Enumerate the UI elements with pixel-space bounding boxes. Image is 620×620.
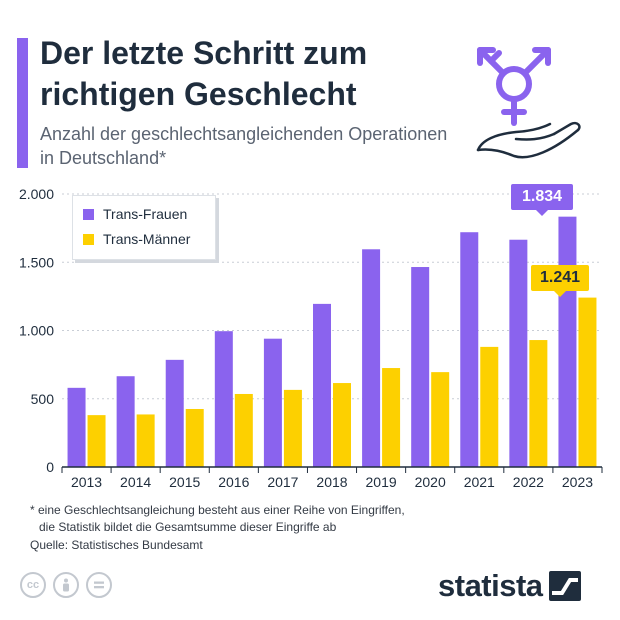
bar-trans-maenner-2019 [382,368,401,467]
bars [67,216,597,467]
y-axis-ticks: 0 500 1.000 1.500 2.000 [19,186,54,475]
legend-label-trans-frauen: Trans-Frauen [103,206,188,222]
bar-trans-frauen-2023 [558,216,577,467]
y-tick-label: 0 [46,459,54,475]
legend-swatch-trans-maenner [83,233,94,245]
attribution-icon[interactable] [53,572,79,598]
title-accent-bar [17,38,28,168]
bar-trans-maenner-2013 [87,415,106,467]
bar-trans-maenner-2023 [578,297,597,467]
footnote: * eine Geschlechtsangleichung besteht au… [30,502,490,536]
bar-trans-frauen-2022 [509,239,528,467]
x-tick-label: 2021 [464,474,495,490]
brand-wordmark: statista [438,568,543,603]
y-tick-label: 500 [31,391,55,407]
value-callout-trans-frauen-2023: 1.834 [511,184,573,216]
source-note: Quelle: Statistisches Bundesamt [30,538,203,552]
legend-swatch-trans-frauen [83,208,94,220]
open-hand-icon [476,121,581,159]
x-tick-label: 2017 [267,474,298,490]
transgender-symbol-icon [477,47,551,126]
bar-trans-maenner-2021 [480,346,499,467]
bar-trans-maenner-2020 [431,372,450,467]
bar-chart: 0 500 1.000 1.500 2.000 2013 2014 2015 2016 2017… [19,186,603,490]
bar-trans-frauen-2020 [411,267,430,467]
cc-icon[interactable]: cc [20,572,46,598]
x-axis-ticks: 2013 2014 2015 2016 2017 2018 2019 2020 2021 2022… [61,467,603,490]
footnote-line-2: die Statistik bildet die Gesamtsumme die… [39,520,337,534]
x-tick-label: 2015 [169,474,200,490]
bar-trans-frauen-2018 [313,303,331,467]
x-tick-label: 2018 [316,474,347,490]
bar-trans-frauen-2014 [116,376,135,467]
x-tick-label: 2023 [562,474,593,490]
statista-brand[interactable]: statista [438,568,581,604]
bar-trans-frauen-2019 [362,249,381,467]
bar-trans-maenner-2022 [529,340,548,467]
bar-trans-frauen-2021 [460,232,479,467]
x-tick-label: 2019 [366,474,397,490]
bar-trans-frauen-2015 [165,359,184,467]
chart-legend: Trans-Frauen Trans-Männer [72,195,216,260]
bar-trans-maenner-2015 [185,408,204,467]
license-icons: cc [20,572,119,598]
bar-trans-maenner-2016 [234,393,253,467]
x-tick-label: 2016 [218,474,249,490]
y-tick-label: 1.500 [19,254,54,270]
y-tick-label: 2.000 [19,186,54,202]
bar-trans-frauen-2016 [214,331,233,467]
legend-item-trans-maenner: Trans-Männer [83,231,190,247]
page-title: Der letzte Schritt zum richtigen Geschle… [40,35,368,112]
bar-trans-frauen-2013 [67,387,86,467]
legend-label-trans-maenner: Trans-Männer [103,231,191,247]
footnote-line-1: * eine Geschlechtsangleichung besteht au… [30,503,405,517]
page-subtitle: Anzahl der geschlechtsangleichenden Oper… [40,124,448,168]
statista-logo-icon [548,571,581,601]
x-tick-label: 2022 [513,474,544,490]
bar-trans-maenner-2017 [283,389,302,467]
transgender-hand-illustration [476,47,581,159]
value-callout-trans-maenner-2023: 1.241 [531,265,589,297]
legend-item-trans-frauen: Trans-Frauen [83,206,187,222]
no-derivatives-icon[interactable] [86,572,112,598]
x-tick-label: 2013 [71,474,102,490]
bar-trans-frauen-2017 [263,338,282,467]
bar-trans-maenner-2018 [333,383,351,467]
x-tick-label: 2020 [415,474,446,490]
x-tick-label: 2014 [120,474,151,490]
bar-trans-maenner-2014 [136,414,155,467]
y-tick-label: 1.000 [19,323,54,339]
